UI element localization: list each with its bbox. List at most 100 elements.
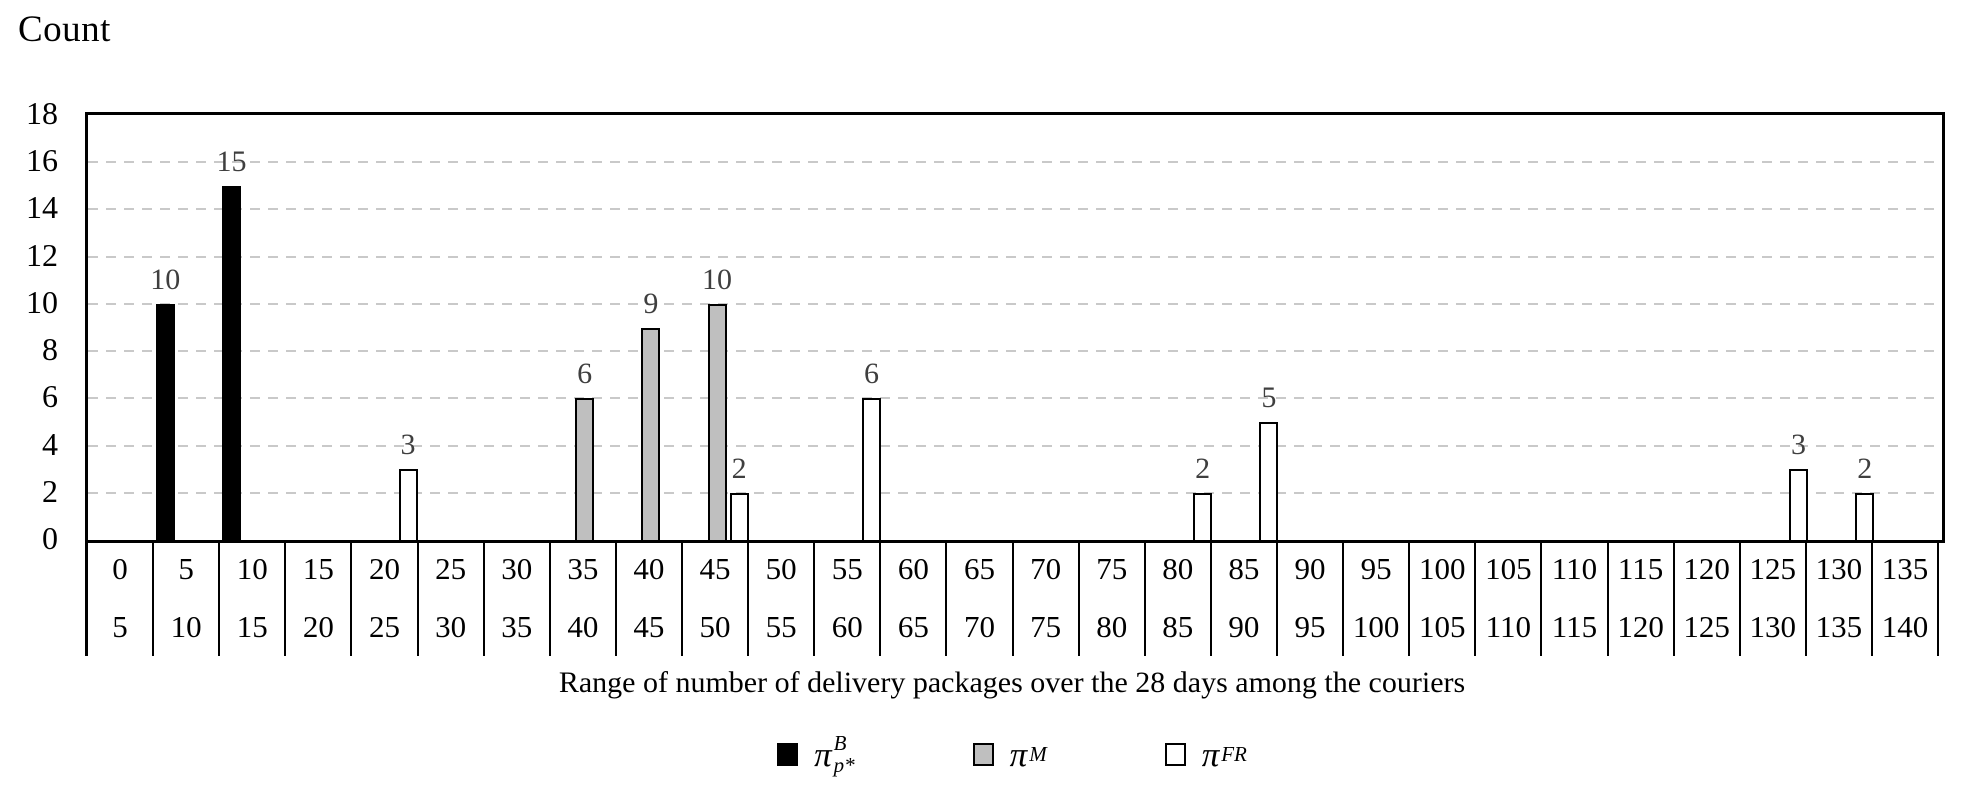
y-tick-label: 6 bbox=[42, 378, 58, 415]
bin-lower-label: 85 bbox=[1228, 550, 1260, 586]
bin-cell: 100 105 bbox=[1410, 540, 1477, 656]
bin-lower-label: 15 bbox=[302, 550, 334, 586]
bin-upper-label: 85 bbox=[1162, 608, 1194, 644]
bin-upper-label: 40 bbox=[567, 608, 599, 644]
bin-upper-label: 25 bbox=[368, 608, 400, 644]
bin-lower-label: 105 bbox=[1485, 550, 1532, 586]
bin-lower-label: 90 bbox=[1294, 550, 1326, 586]
bar-value-label: 2 bbox=[731, 451, 747, 485]
bin-lower-label: 110 bbox=[1551, 550, 1598, 586]
bin-cell: 135 140 bbox=[1873, 540, 1940, 656]
bar-pi-M bbox=[575, 398, 595, 540]
bin-lower-label: 10 bbox=[236, 550, 268, 586]
gridline bbox=[88, 302, 1942, 305]
bin-cell: 15 20 bbox=[286, 540, 353, 656]
plot-area: 10 15 6 9 10 3 2 6 2 5 3 2 bbox=[85, 112, 1945, 543]
bin-cell: 40 45 bbox=[617, 540, 683, 656]
bar-pi-FR bbox=[729, 492, 749, 540]
bin-lower-label: 35 bbox=[567, 550, 599, 586]
bin-lower-label: 100 bbox=[1418, 550, 1466, 586]
bin-upper-label: 70 bbox=[963, 608, 995, 644]
bar-value-label: 2 bbox=[1195, 451, 1211, 485]
bin-lower-label: 60 bbox=[897, 550, 929, 586]
bin-upper-label: 50 bbox=[699, 608, 731, 644]
bar-value-label: 3 bbox=[1791, 428, 1807, 462]
bin-lower-label: 50 bbox=[765, 550, 797, 586]
bin-cell: 130 135 bbox=[1807, 540, 1873, 656]
y-axis: 0 2 4 6 8 10 12 14 16 18 bbox=[0, 0, 72, 793]
bin-lower-label: 20 bbox=[368, 550, 400, 586]
bar-value-label: 6 bbox=[577, 357, 593, 391]
bin-upper-label: 105 bbox=[1418, 608, 1466, 644]
bin-upper-label: 130 bbox=[1749, 608, 1797, 644]
bin-upper-label: 140 bbox=[1881, 608, 1929, 644]
bin-upper-label: 65 bbox=[897, 608, 929, 644]
bin-upper-label: 125 bbox=[1683, 608, 1730, 644]
gridline bbox=[88, 350, 1942, 353]
bin-cell: 115 120 bbox=[1609, 540, 1675, 656]
bin-lower-label: 130 bbox=[1815, 550, 1863, 586]
bin-cell: 65 70 bbox=[947, 540, 1014, 656]
bar-value-label: 10 bbox=[702, 262, 733, 296]
gridline bbox=[88, 255, 1942, 258]
bin-upper-label: 80 bbox=[1096, 608, 1128, 644]
y-tick-label: 12 bbox=[26, 236, 58, 273]
bin-upper-label: 20 bbox=[302, 608, 334, 644]
gridline bbox=[88, 491, 1942, 494]
bar-pi-M bbox=[641, 327, 661, 540]
legend-swatch-pi-M bbox=[972, 742, 994, 766]
x-axis-title: Range of number of delivery packages ove… bbox=[558, 666, 1466, 699]
bar-value-label: 9 bbox=[643, 286, 659, 320]
bin-upper-label: 55 bbox=[765, 608, 797, 644]
bin-cell: 120 125 bbox=[1675, 540, 1741, 656]
bin-lower-label: 25 bbox=[435, 550, 467, 586]
y-tick-label: 14 bbox=[26, 189, 58, 226]
bar-value-label: 6 bbox=[864, 357, 880, 391]
bar-pi-FR bbox=[1789, 469, 1809, 540]
bin-cell: 25 30 bbox=[419, 540, 485, 656]
bin-lower-label: 45 bbox=[699, 550, 731, 586]
bin-upper-label: 5 bbox=[112, 608, 128, 644]
y-tick-label: 18 bbox=[26, 95, 58, 131]
x-axis-table: 0 5 5 10 10 15 15 20 20 25 25 30 30 35 35 40 40 45 45 50 50 5… bbox=[85, 540, 1940, 656]
bin-cell: 75 80 bbox=[1080, 540, 1146, 656]
bin-upper-label: 135 bbox=[1815, 608, 1863, 644]
bin-upper-label: 115 bbox=[1551, 608, 1598, 644]
bin-cell: 50 55 bbox=[749, 540, 816, 656]
y-tick-label: 0 bbox=[42, 520, 58, 556]
gridline bbox=[88, 397, 1942, 400]
bar-value-label: 15 bbox=[216, 144, 247, 178]
bin-upper-label: 60 bbox=[831, 608, 863, 644]
y-tick-label: 8 bbox=[42, 331, 58, 368]
bin-upper-label: 120 bbox=[1617, 608, 1664, 644]
y-tick-label: 2 bbox=[42, 472, 58, 509]
bin-upper-label: 95 bbox=[1294, 608, 1326, 644]
bin-upper-label: 10 bbox=[170, 608, 202, 644]
y-tick-label: 16 bbox=[26, 142, 58, 179]
legend-label-pi-FR: π FR bbox=[1201, 734, 1247, 774]
bin-upper-label: 90 bbox=[1228, 608, 1260, 644]
bar-pi-M bbox=[707, 303, 727, 540]
bin-lower-label: 115 bbox=[1617, 550, 1664, 586]
bar-pi-FR bbox=[1193, 492, 1213, 540]
bin-cell: 90 95 bbox=[1278, 540, 1345, 656]
bin-lower-label: 40 bbox=[633, 550, 665, 586]
bin-lower-label: 120 bbox=[1683, 550, 1730, 586]
bin-lower-label: 135 bbox=[1881, 550, 1929, 586]
bin-lower-label: 80 bbox=[1162, 550, 1194, 586]
legend-swatch-pi-FR bbox=[1164, 742, 1186, 766]
bar-pi-B-pstar bbox=[221, 185, 241, 540]
gridline bbox=[88, 444, 1942, 447]
bin-cell: 55 60 bbox=[815, 540, 882, 656]
bin-upper-label: 45 bbox=[633, 608, 665, 644]
bin-lower-label: 30 bbox=[501, 550, 533, 586]
bin-lower-label: 65 bbox=[963, 550, 995, 586]
bar-value-label: 2 bbox=[1857, 451, 1873, 485]
bin-cell: 105 110 bbox=[1476, 540, 1543, 656]
gridline bbox=[88, 208, 1942, 211]
